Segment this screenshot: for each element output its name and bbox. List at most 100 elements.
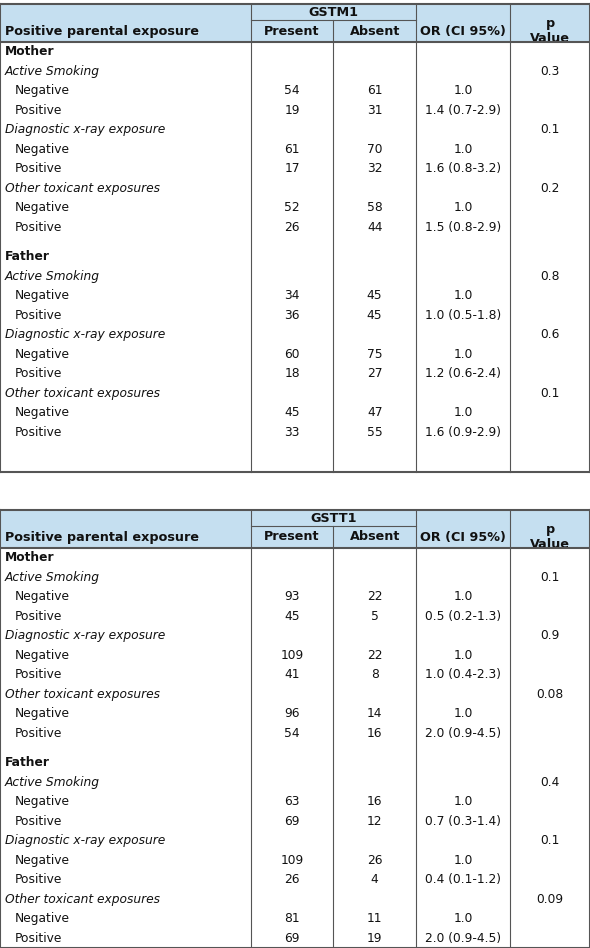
Text: 1.0: 1.0 — [454, 407, 473, 419]
Text: Mother: Mother — [5, 551, 55, 564]
Text: 11: 11 — [367, 912, 382, 925]
Text: 70: 70 — [367, 143, 382, 155]
Text: Active Smoking: Active Smoking — [5, 64, 100, 78]
Text: 1.0: 1.0 — [454, 795, 473, 809]
Text: 109: 109 — [280, 854, 304, 866]
Text: Negative: Negative — [15, 201, 70, 214]
Text: 26: 26 — [284, 221, 300, 234]
Text: Negative: Negative — [15, 84, 70, 98]
Text: 0.9: 0.9 — [540, 629, 560, 642]
Text: OR (CI 95%): OR (CI 95%) — [420, 25, 506, 38]
Text: Active Smoking: Active Smoking — [5, 270, 100, 283]
Text: 1.0 (0.4-2.3): 1.0 (0.4-2.3) — [425, 668, 501, 682]
Text: Diagnostic x-ray exposure: Diagnostic x-ray exposure — [5, 328, 165, 341]
Text: 0.1: 0.1 — [540, 834, 560, 848]
Text: 69: 69 — [284, 932, 300, 945]
Text: 0.08: 0.08 — [536, 687, 564, 701]
Text: Positive: Positive — [15, 103, 63, 117]
Text: 1.0 (0.5-1.8): 1.0 (0.5-1.8) — [425, 309, 502, 321]
Text: Diagnostic x-ray exposure: Diagnostic x-ray exposure — [5, 629, 165, 642]
Text: 2.0 (0.9-4.5): 2.0 (0.9-4.5) — [425, 932, 502, 945]
Text: 55: 55 — [367, 426, 382, 439]
Text: 60: 60 — [284, 348, 300, 361]
Text: Positive: Positive — [15, 932, 63, 945]
Text: Positive: Positive — [15, 727, 63, 739]
Text: Present: Present — [264, 25, 320, 38]
Text: 58: 58 — [367, 201, 382, 214]
Text: 0.8: 0.8 — [540, 270, 560, 283]
Text: 16: 16 — [367, 727, 382, 739]
Text: 1.0: 1.0 — [454, 648, 473, 662]
Text: 1.2 (0.6-2.4): 1.2 (0.6-2.4) — [425, 367, 501, 380]
Text: 0.1: 0.1 — [540, 387, 560, 400]
Text: 22: 22 — [367, 591, 382, 603]
Text: 54: 54 — [284, 84, 300, 98]
Text: Positive: Positive — [15, 367, 63, 380]
Text: 26: 26 — [367, 854, 382, 866]
Text: 1.0: 1.0 — [454, 854, 473, 866]
Text: 45: 45 — [284, 610, 300, 623]
Text: 1.0: 1.0 — [454, 912, 473, 925]
Text: p
Value: p Value — [530, 17, 570, 45]
Text: 19: 19 — [284, 103, 300, 117]
Text: Other toxicant exposures: Other toxicant exposures — [5, 387, 160, 400]
Text: Active Smoking: Active Smoking — [5, 571, 100, 584]
Text: 36: 36 — [284, 309, 300, 321]
Text: 45: 45 — [284, 407, 300, 419]
Text: OR (CI 95%): OR (CI 95%) — [420, 531, 506, 543]
Text: 33: 33 — [284, 426, 300, 439]
Text: Other toxicant exposures: Other toxicant exposures — [5, 893, 160, 905]
Text: Other toxicant exposures: Other toxicant exposures — [5, 687, 160, 701]
Text: Positive: Positive — [15, 873, 63, 886]
Text: 81: 81 — [284, 912, 300, 925]
Text: Negative: Negative — [15, 854, 70, 866]
Text: Diagnostic x-ray exposure: Diagnostic x-ray exposure — [5, 834, 165, 848]
Text: 1.0: 1.0 — [454, 707, 473, 720]
Text: 1.0: 1.0 — [454, 201, 473, 214]
Text: 0.1: 0.1 — [540, 571, 560, 584]
Text: 1.0: 1.0 — [454, 143, 473, 155]
Text: 1.0: 1.0 — [454, 289, 473, 302]
Text: Father: Father — [5, 250, 50, 264]
Text: 54: 54 — [284, 727, 300, 739]
Text: 61: 61 — [284, 143, 300, 155]
Text: 0.09: 0.09 — [537, 893, 563, 905]
Text: Positive: Positive — [15, 426, 63, 439]
Text: 47: 47 — [367, 407, 382, 419]
Text: 31: 31 — [367, 103, 382, 117]
Text: 0.4 (0.1-1.2): 0.4 (0.1-1.2) — [425, 873, 501, 886]
Text: Present: Present — [264, 531, 320, 543]
Text: 17: 17 — [284, 162, 300, 175]
Text: 0.3: 0.3 — [540, 64, 560, 78]
Text: Active Smoking: Active Smoking — [5, 775, 100, 789]
Text: GSTT1: GSTT1 — [310, 512, 356, 524]
Text: 0.4: 0.4 — [540, 775, 560, 789]
Text: 69: 69 — [284, 814, 300, 828]
Text: Absent: Absent — [349, 25, 400, 38]
Text: Mother: Mother — [5, 46, 55, 58]
Text: Negative: Negative — [15, 407, 70, 419]
Text: 8: 8 — [371, 668, 379, 682]
Text: 63: 63 — [284, 795, 300, 809]
Text: 26: 26 — [284, 873, 300, 886]
Text: 27: 27 — [367, 367, 382, 380]
Text: 0.6: 0.6 — [540, 328, 560, 341]
Text: 2.0 (0.9-4.5): 2.0 (0.9-4.5) — [425, 727, 502, 739]
Bar — [0, 510, 590, 548]
Text: 5: 5 — [371, 610, 379, 623]
Text: 18: 18 — [284, 367, 300, 380]
Text: Negative: Negative — [15, 348, 70, 361]
Text: 0.2: 0.2 — [540, 182, 560, 194]
Text: Positive parental exposure: Positive parental exposure — [5, 531, 199, 543]
Text: 34: 34 — [284, 289, 300, 302]
Text: 32: 32 — [367, 162, 382, 175]
Text: Positive: Positive — [15, 309, 63, 321]
Text: 109: 109 — [280, 648, 304, 662]
Text: 41: 41 — [284, 668, 300, 682]
Text: 75: 75 — [367, 348, 382, 361]
Text: 45: 45 — [367, 309, 382, 321]
Text: Positive: Positive — [15, 162, 63, 175]
Text: Negative: Negative — [15, 648, 70, 662]
Text: Negative: Negative — [15, 289, 70, 302]
Text: 4: 4 — [371, 873, 379, 886]
